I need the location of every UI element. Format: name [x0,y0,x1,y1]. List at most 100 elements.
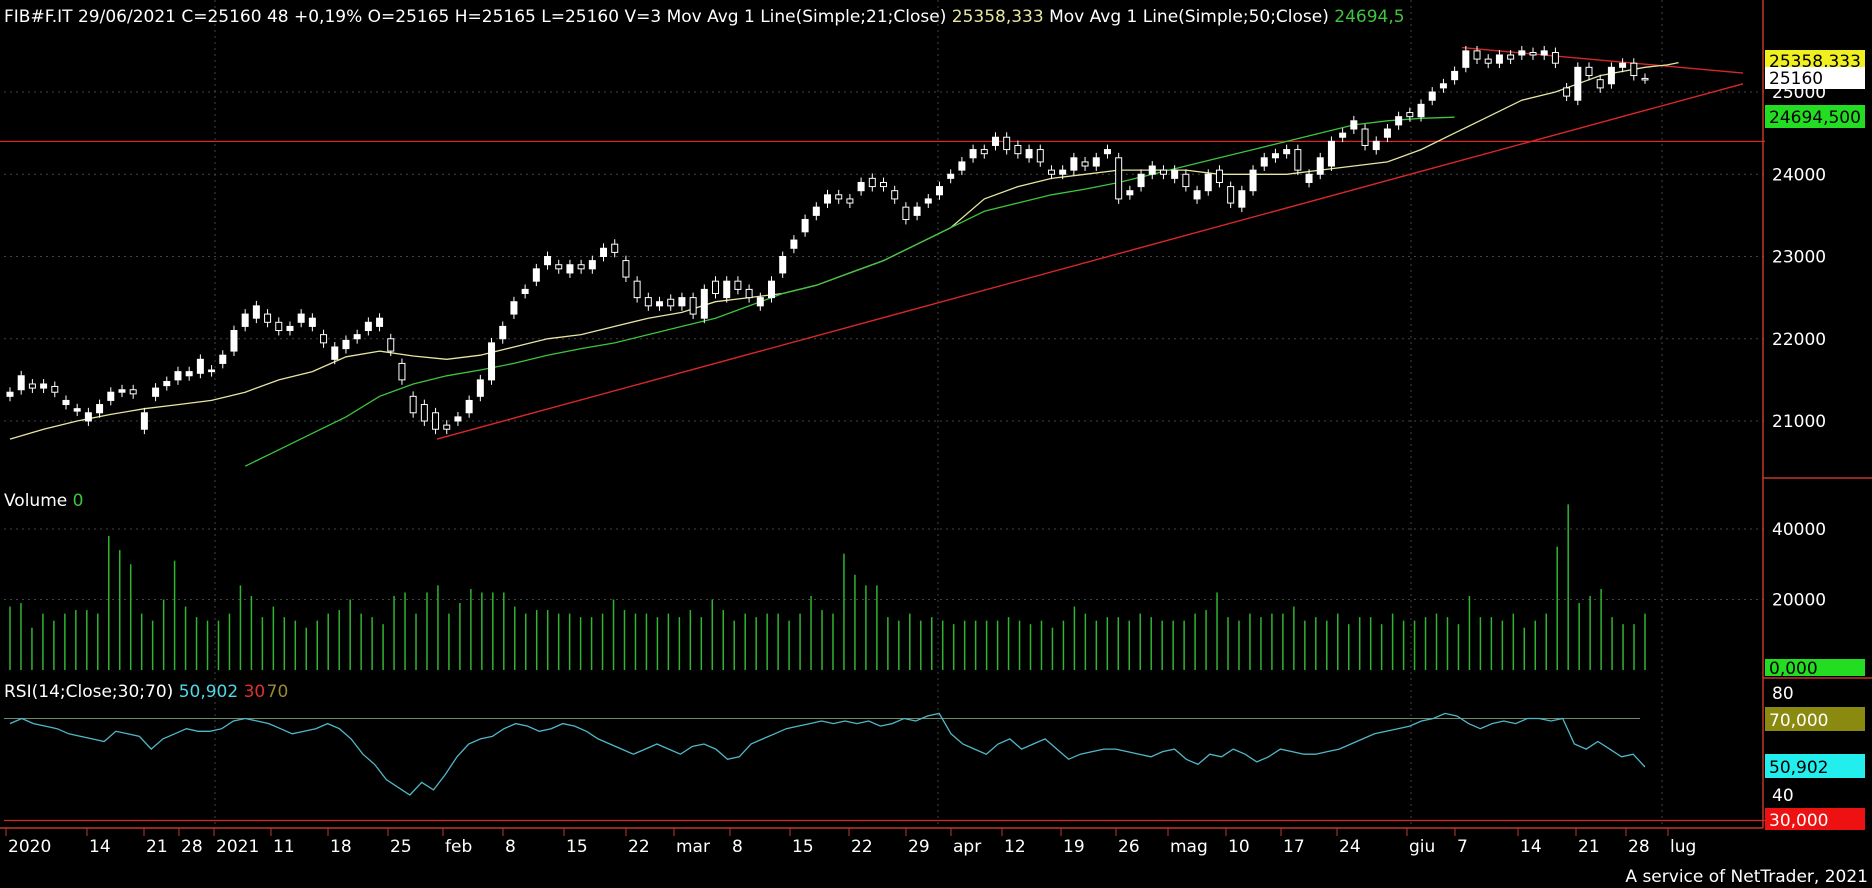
candle[interactable] [1103,144,1111,159]
candle[interactable] [308,313,316,332]
candle[interactable] [510,296,518,320]
candle[interactable] [454,411,462,426]
candle[interactable] [801,214,809,237]
candle[interactable] [1271,148,1279,163]
candle[interactable] [902,202,910,225]
candle[interactable] [1126,185,1134,200]
candle[interactable] [1014,140,1022,159]
candle[interactable] [286,321,294,336]
candle[interactable] [1529,47,1537,60]
candle[interactable] [969,144,977,163]
candle[interactable] [387,333,395,357]
candle[interactable] [1417,99,1425,122]
candle[interactable] [465,395,473,418]
candle[interactable] [51,381,59,398]
candle[interactable] [1484,54,1492,69]
candle[interactable] [1439,78,1447,93]
candle[interactable] [73,403,81,417]
candle[interactable] [1092,152,1100,171]
candle[interactable] [140,407,148,435]
candle[interactable] [1462,45,1470,73]
candle[interactable] [342,335,350,354]
candle[interactable] [1507,50,1515,65]
candle[interactable] [835,189,843,204]
candle[interactable] [1294,144,1302,176]
candle[interactable] [1171,165,1179,184]
candle[interactable] [241,309,249,332]
candle[interactable] [1350,115,1358,134]
candle[interactable] [1563,82,1571,102]
candle[interactable] [432,407,440,435]
candle[interactable] [476,374,484,402]
candle[interactable] [398,358,406,385]
candle[interactable] [1260,152,1268,171]
candle[interactable] [1630,58,1638,81]
candle[interactable] [40,379,48,394]
candle[interactable] [1619,58,1627,73]
candle[interactable] [879,177,887,192]
candle[interactable] [857,177,865,196]
candle[interactable] [991,132,999,151]
candle[interactable] [958,156,966,176]
price-panel[interactable] [0,45,1765,467]
candle[interactable] [1339,128,1347,143]
candle[interactable] [152,383,160,402]
volume-panel[interactable] [9,504,1646,670]
candle[interactable] [1204,169,1212,196]
candle[interactable] [633,276,641,303]
candle[interactable] [1428,87,1436,106]
candle[interactable] [1025,144,1033,163]
candle[interactable] [264,309,272,328]
candle[interactable] [1327,136,1335,171]
candle[interactable] [1372,136,1380,155]
candle[interactable] [600,243,608,262]
candle[interactable] [644,292,652,311]
candle[interactable] [891,185,899,204]
candle[interactable] [700,284,708,324]
candle[interactable] [1227,181,1235,208]
candle[interactable] [667,294,675,311]
candle[interactable] [1316,152,1324,180]
candle[interactable] [252,300,260,324]
candle[interactable] [790,235,798,254]
candle[interactable] [521,284,529,299]
candle[interactable] [947,169,955,184]
candle[interactable] [1383,124,1391,143]
candle[interactable] [1070,152,1078,176]
candle[interactable] [768,276,776,303]
candle[interactable] [1473,45,1481,65]
candle[interactable] [1081,156,1089,171]
candle[interactable] [376,313,384,332]
candle[interactable] [712,276,720,299]
candle[interactable] [196,354,204,379]
candle[interactable] [868,173,876,192]
candle[interactable] [1115,152,1123,204]
candle[interactable] [1003,132,1011,155]
candle[interactable] [1193,185,1201,204]
candle[interactable] [756,292,764,311]
candle[interactable] [499,321,507,344]
candle[interactable] [174,366,182,385]
candle[interactable] [656,296,664,311]
candle[interactable] [420,399,428,426]
candle[interactable] [118,384,126,398]
candle[interactable] [734,276,742,295]
candle[interactable] [1361,124,1369,151]
candle[interactable] [935,181,943,200]
candle[interactable] [84,407,92,426]
candle[interactable] [812,202,820,221]
candle[interactable] [1607,62,1615,89]
candle[interactable] [275,317,283,336]
candle[interactable] [555,259,563,274]
candle[interactable] [1148,161,1156,180]
candle[interactable] [1215,165,1223,188]
candle[interactable] [1159,165,1167,180]
candle[interactable] [1059,165,1067,180]
candle[interactable] [745,284,753,303]
candle[interactable] [353,329,361,344]
candle[interactable] [28,379,36,394]
candle[interactable] [219,350,227,369]
candle[interactable] [566,259,574,278]
candle[interactable] [163,376,171,391]
candle[interactable] [1641,73,1649,84]
